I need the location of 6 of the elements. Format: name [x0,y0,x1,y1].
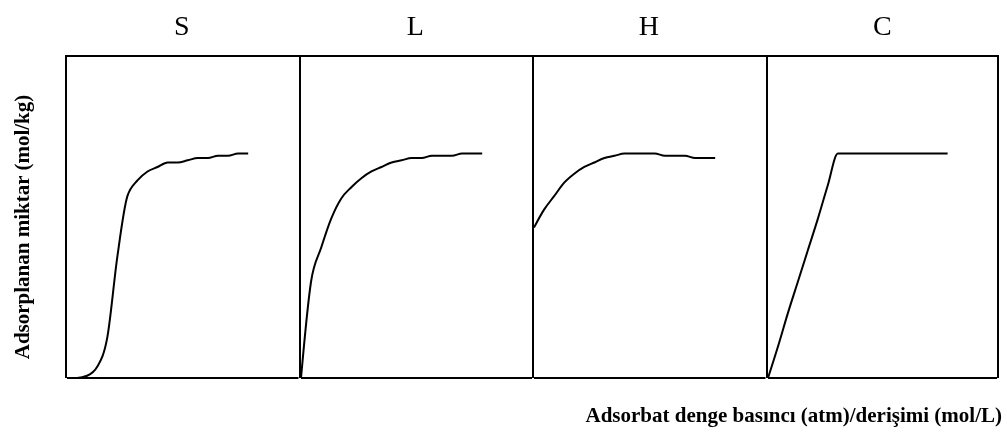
x-axis-title: Adsorbat denge basıncı (atm)/derişimi (mol/L) [585,403,1002,428]
y-axis-title: Adsorplanan miktar (mol/kg) [9,94,35,359]
chart-title: S [172,10,191,42]
chart-title: H [637,10,660,42]
chart-title: C [871,10,893,42]
chart-title: L [405,10,425,42]
